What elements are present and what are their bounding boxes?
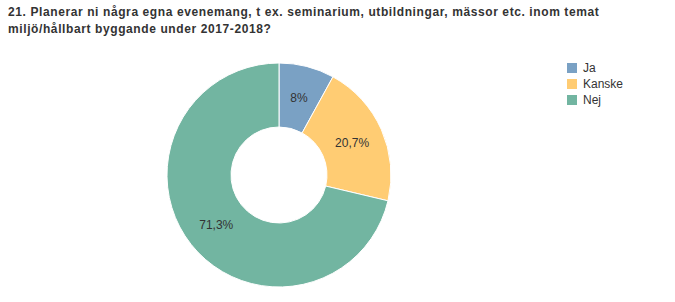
legend-swatch [567, 63, 577, 73]
data-labels: 8% 20,7% 71,3% [199, 91, 369, 232]
slice [302, 77, 391, 201]
slice [167, 63, 388, 287]
legend-swatch [567, 95, 577, 105]
data-label: 71,3% [199, 218, 233, 232]
chart: 21. Planerar ni några egna evenemang, t … [0, 0, 675, 302]
legend-item: Nej [567, 93, 601, 107]
data-label: 8% [290, 91, 308, 105]
legend-item: Ja [567, 61, 596, 75]
title: 21. Planerar ni några egna evenemang, t … [8, 5, 599, 36]
legend-label: Kanske [583, 77, 623, 91]
slices [167, 63, 391, 287]
data-label: 20,7% [335, 136, 369, 150]
legend-label: Nej [583, 93, 601, 107]
legend: Ja Kanske Nej [567, 61, 623, 107]
legend-label: Ja [583, 61, 596, 75]
legend-swatch [567, 79, 577, 89]
legend-item: Kanske [567, 77, 623, 91]
